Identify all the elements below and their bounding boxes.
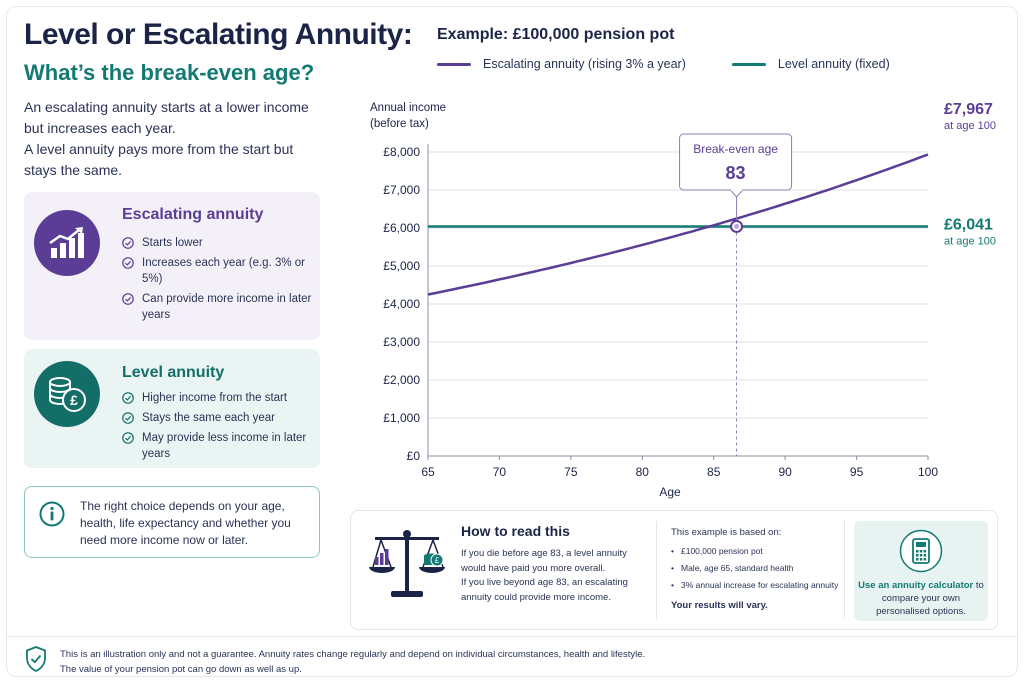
level-card-title: Level annuity xyxy=(122,364,225,381)
divider xyxy=(656,521,657,619)
how-to-read-line-2: If you live beyond age 83, an escalating… xyxy=(461,577,628,603)
how-to-read-panel: £ How to read this If you die before age… xyxy=(350,510,998,630)
check-circle-icon xyxy=(122,257,134,269)
legend-swatch-level xyxy=(731,62,766,66)
break-even-callout-pointer xyxy=(730,189,743,198)
page-subtitle: What’s the break-even age? xyxy=(24,60,315,85)
check-circle-icon xyxy=(122,392,134,404)
feature-text: May provide less income in later years xyxy=(142,432,307,460)
escalating-end-value: £7,967 xyxy=(944,101,993,118)
assumptions-section: This example is based on: £100,000 pensi… xyxy=(671,527,841,611)
escalating-card: Escalating annuity Starts lower Increase… xyxy=(24,192,320,340)
check-circle-icon xyxy=(122,432,134,444)
balance-scale-icon: £ xyxy=(369,530,445,597)
legend-item-escalating: Escalating annuity (rising 3% a year) xyxy=(437,57,686,71)
x-tick-label: 75 xyxy=(564,465,578,479)
example-title: Example: £100,000 pension pot xyxy=(437,26,675,43)
y-tick-label: £4,000 xyxy=(383,297,420,311)
page-title: Level or Escalating Annuity: xyxy=(24,18,413,51)
intro-line-1: An escalating annuity starts at a lower … xyxy=(24,99,309,136)
intro-line-2: A level annuity pays more from the start… xyxy=(24,141,294,178)
feature-text: Stays the same each year xyxy=(142,412,275,424)
check-circle-icon xyxy=(122,412,134,424)
footer-divider xyxy=(6,636,1018,637)
calculator-description: to compare your own personalised options… xyxy=(876,580,984,617)
assumptions-list: £100,000 pension pot Male, age 65, stand… xyxy=(671,546,841,590)
x-tick-label: 80 xyxy=(636,465,650,479)
chart-legend: Escalating annuity (rising 3% a year) Le… xyxy=(437,56,936,72)
rising-bar-chart-icon xyxy=(34,210,100,276)
y-tick-label: £2,000 xyxy=(383,373,420,387)
level-end-sublabel: at age 100 xyxy=(944,235,996,247)
x-tick-label: 85 xyxy=(707,465,721,479)
check-circle-icon xyxy=(122,237,134,249)
info-icon xyxy=(39,501,65,527)
x-tick-label: 65 xyxy=(421,465,435,479)
y-axis-label-sub: (before tax) xyxy=(370,118,429,130)
feature-text: Starts lower xyxy=(142,237,203,249)
y-tick-label: £5,000 xyxy=(383,259,420,273)
list-item: Higher income from the start xyxy=(122,390,320,406)
escalating-annuity-line xyxy=(427,153,929,296)
list-item: Stays the same each year xyxy=(122,410,320,426)
feature-text: Higher income from the start xyxy=(142,392,288,404)
escalating-features-list: Starts lower Increases each year (e.g. 3… xyxy=(122,235,320,327)
how-to-read-text: If you die before age 83, a level annuit… xyxy=(461,547,651,605)
tip-box: The right choice depends on your age, he… xyxy=(24,486,320,558)
level-features-list: Higher income from the start Stays the s… xyxy=(122,390,320,466)
y-axis-label: Annual income xyxy=(370,102,446,114)
svg-text:£: £ xyxy=(435,556,440,565)
tip-text: The right choice depends on your age, he… xyxy=(80,499,291,547)
legend-label-level: Level annuity (fixed) xyxy=(777,57,890,71)
intro-text: An escalating annuity starts at a lower … xyxy=(24,97,324,181)
calculator-cta[interactable]: Use an annuity calculator to compare you… xyxy=(854,521,988,621)
y-tick-label: £1,000 xyxy=(383,411,420,425)
shield-check-icon xyxy=(26,646,46,673)
how-to-read-title: How to read this xyxy=(461,523,570,539)
escalating-end-sublabel: at age 100 xyxy=(944,120,996,132)
disclaimer: This is an illustration only and not a g… xyxy=(60,647,760,677)
legend-item-level: Level annuity (fixed) xyxy=(731,57,890,71)
x-tick-label: 95 xyxy=(850,465,864,479)
legend-swatch-escalating xyxy=(437,62,471,66)
disclaimer-line-2: The value of your pension pot can go dow… xyxy=(60,664,302,675)
level-card: £ Level annuity Higher income from the s… xyxy=(24,349,320,468)
x-axis-label: Age xyxy=(659,485,681,499)
y-tick-label: £6,000 xyxy=(383,221,420,235)
x-tick-label: 70 xyxy=(493,465,507,479)
feature-text: Increases each year (e.g. 3% or 5%) xyxy=(142,257,305,285)
coins-pound-icon: £ xyxy=(34,361,100,427)
disclaimer-line-1: This is an illustration only and not a g… xyxy=(60,649,646,660)
list-item: May provide less income in later years xyxy=(122,430,320,462)
divider xyxy=(844,521,845,619)
list-item: 3% annual increase for escalating annuit… xyxy=(671,580,841,590)
calculator-text: Use an annuity calculator to compare you… xyxy=(858,579,984,618)
x-tick-label: 90 xyxy=(778,465,792,479)
break-even-age: 83 xyxy=(726,163,746,183)
list-item: Male, age 65, standard health xyxy=(671,563,841,573)
break-even-label: Break-even age xyxy=(693,142,778,156)
list-item: Increases each year (e.g. 3% or 5%) xyxy=(122,255,320,287)
how-to-read-line-1: If you die before age 83, a level annuit… xyxy=(461,548,627,574)
escalating-card-title: Escalating annuity xyxy=(122,206,264,223)
y-tick-label: £0 xyxy=(407,449,421,463)
assumptions-title: This example is based on: xyxy=(671,527,782,538)
check-circle-icon xyxy=(122,293,134,305)
list-item: Can provide more income in later years xyxy=(122,291,320,323)
x-tick-label: 100 xyxy=(918,465,938,479)
svg-text:£: £ xyxy=(70,392,78,408)
list-item: Starts lower xyxy=(122,235,320,251)
break-even-point-inner xyxy=(734,223,740,229)
y-tick-label: £3,000 xyxy=(383,335,420,349)
income-line-chart: Annual income (before tax) £0 £1,000 £2,000 £… xyxy=(370,101,996,499)
y-tick-label: £7,000 xyxy=(383,183,420,197)
list-item: £100,000 pension pot xyxy=(671,546,841,556)
legend-label-escalating: Escalating annuity (rising 3% a year) xyxy=(483,57,686,71)
level-end-value: £6,041 xyxy=(944,216,993,233)
results-vary-note: Your results will vary. xyxy=(671,600,768,611)
calculator-link[interactable]: Use an annuity calculator xyxy=(858,580,974,591)
feature-text: Can provide more income in later years xyxy=(142,293,312,321)
calculator-icon xyxy=(899,529,943,573)
y-tick-label: £8,000 xyxy=(383,145,420,159)
